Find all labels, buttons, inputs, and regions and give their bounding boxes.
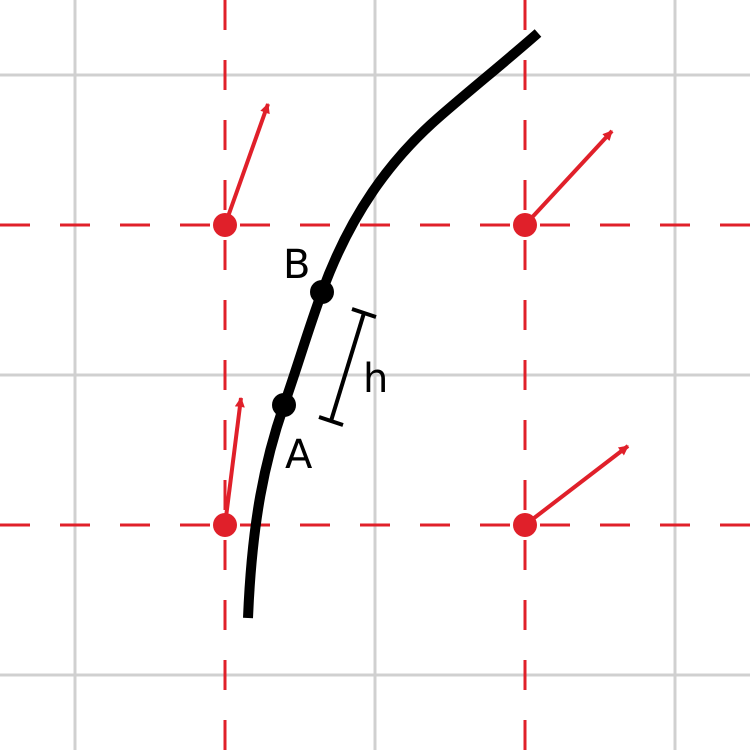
step-bracket-line [329, 312, 366, 422]
step-bracket-cap-top [351, 307, 377, 319]
step-label: h [363, 356, 388, 402]
grid-node [513, 213, 537, 237]
grid-node [213, 213, 237, 237]
point-b-label: B [283, 242, 310, 288]
step-bracket [318, 307, 377, 427]
vector-arrows [223, 103, 630, 527]
grid-nodes [213, 213, 537, 537]
step-bracket-cap-bottom [318, 415, 344, 427]
point-a-label: A [285, 432, 313, 478]
grid-node [213, 513, 237, 537]
point-b-dot [310, 280, 334, 304]
bottom-right-vector [523, 444, 630, 527]
grid-node [513, 513, 537, 537]
bottom-left-vector [223, 397, 245, 526]
top-right-vector [523, 129, 614, 227]
top-left-vector [223, 103, 270, 226]
point-a-dot [272, 393, 296, 417]
